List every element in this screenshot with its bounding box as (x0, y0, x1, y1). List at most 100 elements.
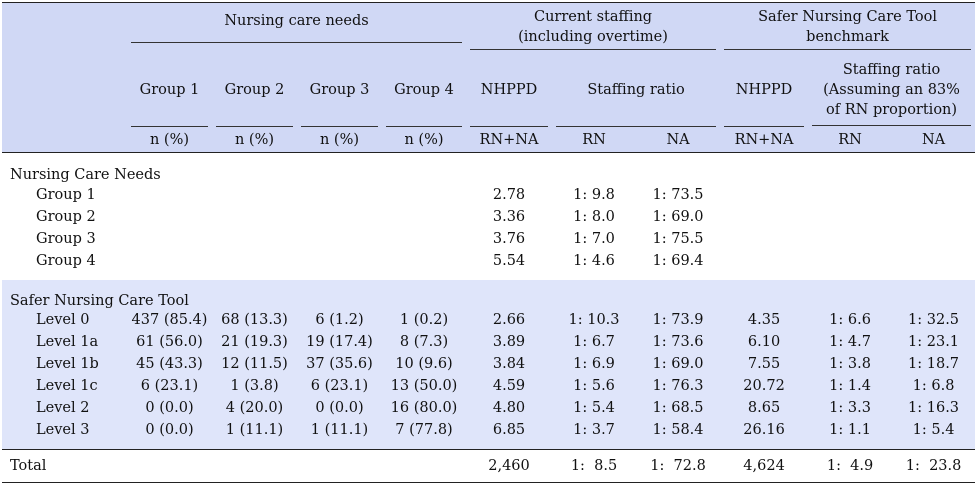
header-blank (2, 2, 127, 53)
group-count-cell: 0 (0.0) (127, 397, 212, 419)
na-ratio-cell: 1: 76.3 (636, 375, 721, 397)
rn-ratio-cell: 1: 5.6 (552, 375, 637, 397)
header-blank-2 (2, 53, 127, 127)
header-row-3: n (%) n (%) n (%) n (%) RN+NA RN NA RN+N… (2, 127, 976, 153)
table-row: Level 1c 6 (23.1) 1 (3.8) 6 (23.1) 13 (50.0)… (2, 375, 976, 397)
group-count-cell: 61 (56.0) (127, 331, 212, 353)
group-count-cell: 8 (7.3) (382, 331, 467, 353)
nursing-care-needs-label: Nursing care needs (131, 13, 463, 43)
nhppd-cell: 2.78 (492, 187, 526, 203)
empty-cell (382, 228, 466, 250)
rn-current: RN (552, 127, 637, 153)
group-count-cell: 6 (23.1) (127, 375, 212, 397)
rn-ratio-cell: 1: 4.6 (573, 253, 615, 269)
na-ratio-cell: 1: 69.0 (652, 209, 704, 225)
na-ratio-cell: 1: 69.4 (652, 253, 704, 269)
group-count-cell: 0 (0.0) (297, 397, 382, 419)
group-count-cell: 10 (9.6) (382, 353, 467, 375)
nhppd-cell: 4.59 (466, 375, 553, 397)
empty-cell (382, 206, 466, 228)
empty-cell (892, 228, 975, 250)
empty-cell (808, 228, 892, 250)
row-label: Level 2 (2, 397, 127, 419)
group-count-cell: 68 (13.3) (212, 309, 297, 331)
group-count-cell: 12 (11.5) (212, 353, 297, 375)
benchmark-rn-ratio-cell: 1: 4.7 (808, 331, 893, 353)
rn-ratio-cell: 1: 5.4 (552, 397, 637, 419)
na-ratio-cell: 1: 69.0 (636, 353, 721, 375)
na-benchmark: NA (892, 127, 976, 153)
na-current: NA (636, 127, 721, 153)
row-label: Level 3 (2, 419, 127, 441)
empty-cell (212, 449, 297, 483)
header-blank-3 (2, 127, 127, 153)
n-pct-group-2: n (%) (212, 127, 297, 153)
group-count-cell: 7 (77.8) (382, 419, 467, 441)
total-row: Total 2,460 1: 8.5 1: 72.8 4,624 1: 4.9 1: 23.… (2, 449, 976, 483)
empty-cell (720, 184, 808, 206)
row-label: Group 1 (36, 187, 96, 203)
benchmark-na-ratio-cell: 1: 23.1 (892, 331, 976, 353)
nhppd-current-label: NHPPD (470, 54, 549, 127)
empty-cell (127, 449, 212, 483)
row-label: Level 1c (2, 375, 127, 397)
rn-benchmark: RN (808, 127, 893, 153)
group-count-cell: 45 (43.3) (127, 353, 212, 375)
benchmark-rn-ratio-cell: 1: 3.8 (808, 353, 893, 375)
total-benchmark-rn-ratio: 1: 4.9 (808, 449, 893, 483)
empty-cell (297, 206, 382, 228)
table-row: Group 3 3.76 1: 7.0 1: 75.5 (2, 228, 975, 250)
header-row-2: Group 1 Group 2 Group 3 Group 4 NHPPD St… (2, 53, 976, 127)
na-ratio-cell: 1: 73.6 (636, 331, 721, 353)
header-staffing-ratio-benchmark: Staffing ratio (Assuming an 83% of RN pr… (808, 53, 976, 127)
benchmark-nhppd-cell: 8.65 (720, 397, 809, 419)
row-label: Group 2 (36, 209, 96, 225)
empty-cell (127, 250, 212, 272)
row-label: Level 1a (2, 331, 127, 353)
header-current-staffing: Current staffing (including overtime) (466, 2, 721, 53)
total-na-ratio: 1: 72.8 (636, 449, 721, 483)
header-nursing-care-needs: Nursing care needs (127, 2, 467, 53)
empty-cell (212, 250, 297, 272)
rn-ratio-cell: 1: 9.8 (573, 187, 615, 203)
spacer-row (2, 272, 975, 280)
staffing-ratio-current-label: Staffing ratio (556, 54, 717, 127)
rn-ratio-cell: 1: 3.7 (552, 419, 637, 441)
benchmark-na-ratio-cell: 1: 32.5 (892, 309, 976, 331)
header-group-3: Group 3 (297, 53, 382, 127)
benchmark-na-ratio-cell: 1: 6.8 (892, 375, 976, 397)
nhppd-cell: 3.36 (492, 209, 526, 225)
empty-cell (720, 228, 808, 250)
total-label: Total (2, 449, 127, 483)
benchmark-rn-ratio-cell: 1: 1.1 (808, 419, 893, 441)
current-staffing-line2: (including overtime) (518, 28, 668, 45)
empty-cell (808, 250, 892, 272)
staffing-ratio-note-line2: (Assuming an 83% (823, 82, 960, 98)
empty-cell (127, 228, 212, 250)
total-rn-ratio: 1: 8.5 (552, 449, 637, 483)
header-nhppd-current: NHPPD (466, 53, 553, 127)
empty-cell (297, 250, 382, 272)
empty-cell (297, 184, 382, 206)
empty-cell (382, 250, 466, 272)
group-count-cell: 16 (80.0) (382, 397, 467, 419)
benchmark-rn-ratio-cell: 1: 6.6 (808, 309, 893, 331)
table-row: Level 0 437 (85.4) 68 (13.3) 6 (1.2) 1 (0.2)… (2, 309, 976, 331)
empty-cell (212, 228, 297, 250)
empty-cell (892, 250, 975, 272)
group-1-label: Group 1 (131, 54, 208, 127)
nhppd-cell: 5.54 (492, 253, 526, 269)
empty-cell (127, 184, 212, 206)
table-row: Group 2 3.36 1: 8.0 1: 69.0 (2, 206, 975, 228)
empty-cell (212, 206, 297, 228)
spacer-row (2, 441, 976, 450)
row-label: Level 1b (2, 353, 127, 375)
empty-cell (720, 250, 808, 272)
table-row: Level 1a 61 (56.0) 21 (19.3) 19 (17.4) 8 (7.… (2, 331, 976, 353)
total-benchmark-nhppd: 4,624 (720, 449, 809, 483)
rn-ratio-cell: 1: 10.3 (552, 309, 637, 331)
nhppd-cell: 2.66 (466, 309, 553, 331)
header-group-1: Group 1 (127, 53, 212, 127)
group-count-cell: 0 (0.0) (127, 419, 212, 441)
